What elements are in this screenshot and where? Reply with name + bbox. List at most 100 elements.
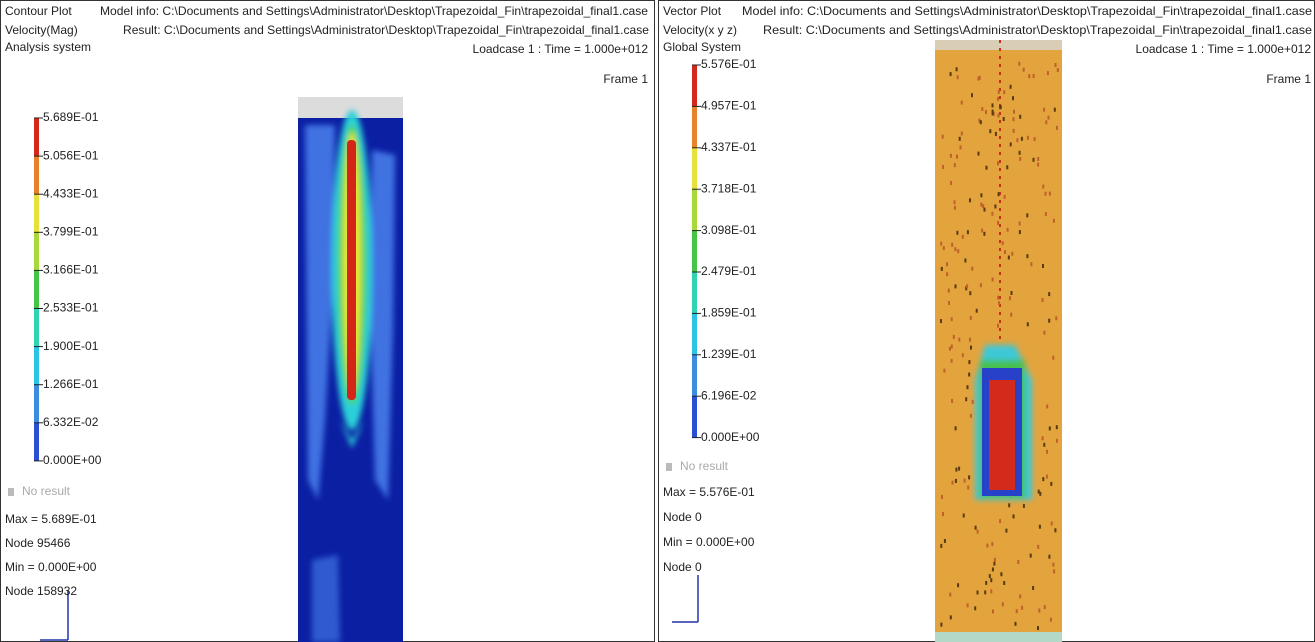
vector-arrow <box>967 230 969 234</box>
vector-arrow <box>992 567 994 571</box>
vector-arrow <box>1003 581 1005 585</box>
vector-arrow <box>943 369 945 373</box>
vector-arrow <box>957 75 959 79</box>
legend-label: 5.689E-01 <box>43 110 99 124</box>
vector-arrow <box>992 278 994 282</box>
vector-arrow <box>969 198 971 202</box>
legend-label: 3.166E-01 <box>43 263 99 277</box>
vector-arrow <box>1050 482 1052 486</box>
vector-arrow <box>955 468 957 472</box>
legend-color <box>692 313 697 354</box>
vector-arrow <box>942 165 944 169</box>
vector-arrow <box>967 603 969 607</box>
vector-arrow <box>1056 439 1058 443</box>
legend-color <box>34 385 39 423</box>
vector-arrow <box>997 161 999 165</box>
vector-arrow <box>1048 319 1050 323</box>
legend-label: 6.332E-02 <box>43 415 99 429</box>
vector-arrow <box>977 77 979 81</box>
vector-arrow <box>992 610 994 614</box>
legend-color <box>34 347 39 385</box>
vector-arrow <box>951 243 953 247</box>
vector-arrow <box>1000 105 1002 109</box>
vector-arrow <box>1053 219 1055 223</box>
vector-arrow <box>1037 545 1039 549</box>
vector-arrow <box>1005 529 1007 533</box>
frame: Frame 1 <box>603 72 648 86</box>
min: Min = 0.000E+00 <box>663 535 755 549</box>
legend-label: 5.576E-01 <box>701 57 757 71</box>
legend-color <box>692 272 697 313</box>
vector-arrow <box>1019 594 1021 598</box>
vector-arrow <box>980 193 982 197</box>
vector-arrow <box>1017 560 1019 564</box>
vector-arrow <box>956 231 958 235</box>
legend-label: 3.799E-01 <box>43 224 99 238</box>
vector-arrow <box>955 479 957 483</box>
vector-arrow <box>949 347 951 351</box>
model-info: Model info: C:\Documents and Settings\Ad… <box>742 4 1312 18</box>
vector-arrow <box>1039 525 1041 529</box>
vector-arrow <box>1033 158 1035 162</box>
screenshot: Contour PlotModel info: C:\Documents and… <box>0 0 1315 642</box>
coordinate-system: Global System <box>663 40 741 54</box>
vector-arrow <box>976 309 978 313</box>
vector-arrow <box>951 359 953 363</box>
vector-arrow <box>959 137 961 141</box>
vector-arrow <box>964 479 966 483</box>
vector-arrow <box>1032 586 1034 590</box>
vector-arrow <box>977 591 979 595</box>
vector-arrow <box>974 606 976 610</box>
legend-label: 0.000E+00 <box>701 430 760 444</box>
vector-arrow <box>1013 129 1015 133</box>
vector-arrow <box>971 267 973 271</box>
vector-arrow <box>1045 212 1047 216</box>
vector-arrow <box>1048 292 1050 296</box>
vector-arrow <box>968 373 970 377</box>
legend-label: 3.098E-01 <box>701 223 757 237</box>
vector-arrow <box>940 544 942 548</box>
vector-arrow <box>983 232 985 236</box>
legend-color <box>34 194 39 232</box>
max-node: Node 95466 <box>5 536 71 550</box>
vector-arrow <box>989 129 991 133</box>
vector-arrow <box>999 519 1001 523</box>
vector-arrow <box>1008 256 1010 260</box>
vector-arrow <box>971 93 973 97</box>
vector-arrow <box>990 589 992 593</box>
vector-arrow <box>1043 331 1045 335</box>
loadcase: Loadcase 1 : Time = 1.000e+012 <box>473 42 649 56</box>
result-path: Result: C:\Documents and Settings\Admini… <box>123 23 649 37</box>
vector-arrow <box>980 120 982 124</box>
vector-arrow <box>957 583 959 587</box>
legend-label: 1.239E-01 <box>701 347 757 361</box>
vector-arrow <box>1038 609 1040 613</box>
loadcase: Loadcase 1 : Time = 1.000e+012 <box>1136 42 1312 56</box>
vector-arrow <box>956 67 958 71</box>
legend-color <box>34 232 39 270</box>
vector-arrow <box>997 221 999 225</box>
vector-arrow <box>986 544 988 548</box>
vector-arrow <box>1028 74 1030 78</box>
result-type: Velocity(x y z) <box>663 23 737 37</box>
vector-arrow <box>997 97 999 101</box>
vector-arrow <box>1047 71 1049 75</box>
vector-arrow <box>997 296 999 300</box>
legend-label: 3.718E-01 <box>701 181 757 195</box>
min: Min = 0.000E+00 <box>5 560 97 574</box>
vector-arrow <box>992 110 994 114</box>
vector-arrow <box>1054 528 1056 532</box>
vector-arrow <box>944 539 946 543</box>
vector-arrow <box>1019 222 1021 226</box>
vector-arrow <box>981 107 983 111</box>
vector-arrow <box>1045 192 1047 196</box>
vector-arrow <box>1007 228 1009 232</box>
vector-arrow <box>951 317 953 321</box>
min-node: Node 158932 <box>5 584 77 598</box>
vector-arrow <box>942 512 944 516</box>
no-result-swatch <box>8 488 14 496</box>
vector-arrow <box>1037 163 1039 167</box>
vector-arrow <box>1008 503 1010 507</box>
result-path: Result: C:\Documents and Settings\Admini… <box>763 23 1312 37</box>
vector-arrow <box>1042 298 1044 302</box>
